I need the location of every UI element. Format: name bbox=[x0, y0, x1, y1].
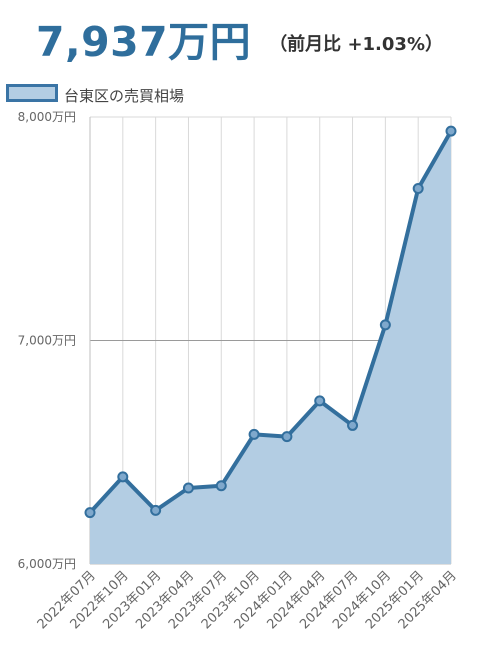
legend-label: 台東区の売買相場 bbox=[64, 87, 185, 105]
legend[interactable]: 台東区の売買相場 bbox=[6, 84, 185, 105]
current-price: 7,937万円 bbox=[36, 18, 252, 66]
y-tick-label: 7,000万円 bbox=[18, 334, 76, 348]
headline: 7,937万円 （前月比 +1.03%） bbox=[36, 8, 443, 68]
data-point bbox=[117, 471, 129, 483]
data-point bbox=[445, 125, 457, 137]
y-tick-label: 6,000万円 bbox=[18, 557, 76, 571]
data-point bbox=[281, 431, 293, 443]
data-point bbox=[150, 504, 162, 516]
y-tick-label: 8,000万円 bbox=[18, 110, 76, 124]
data-point bbox=[215, 480, 227, 492]
data-point bbox=[347, 419, 359, 431]
data-point bbox=[379, 319, 391, 331]
data-point bbox=[182, 482, 194, 494]
month-change: （前月比 +1.03%） bbox=[269, 34, 443, 55]
data-point bbox=[84, 507, 96, 519]
legend-swatch bbox=[6, 84, 58, 102]
data-point bbox=[412, 183, 424, 195]
data-point bbox=[314, 395, 326, 407]
series-line bbox=[88, 129, 453, 515]
data-point bbox=[248, 428, 260, 440]
series-area bbox=[90, 131, 451, 564]
